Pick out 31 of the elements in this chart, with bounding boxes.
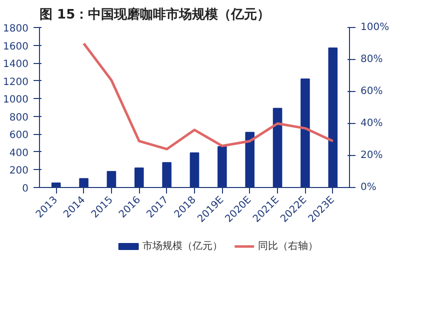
bar: [134, 167, 144, 188]
y-tick-label: 0: [22, 184, 29, 194]
y-tick-label: 1400: [3, 59, 29, 70]
bar: [328, 47, 338, 188]
y-tick-label: 1000: [3, 94, 29, 106]
bar: [245, 132, 255, 188]
bar: [300, 78, 310, 188]
y2-tick-label: 100%: [360, 22, 390, 33]
y2-tick-label: 80%: [360, 54, 383, 65]
y2-tick-label: 20%: [360, 150, 383, 161]
bar: [162, 162, 172, 188]
bar: [51, 182, 61, 188]
y-tick-label: 600: [9, 130, 29, 142]
bar: [106, 171, 116, 188]
y-tick-label: 200: [9, 166, 29, 177]
y-tick-label: 800: [9, 112, 29, 124]
y-tick-label: 400: [9, 148, 29, 159]
y2-tick-label: 40%: [360, 118, 383, 129]
y2-tick-label: 0%: [360, 182, 376, 193]
bar: [79, 178, 88, 188]
line-series: [82, 42, 334, 150]
bar: [190, 152, 200, 188]
legend-label: 市场规模（亿元）: [142, 240, 222, 252]
y2-tick-label: 60%: [360, 86, 383, 97]
chart-title: 图 15：中国现磨咖啡市场规模（亿元）: [40, 6, 270, 22]
y-tick-label: 1600: [3, 41, 29, 52]
y-tick-label: 1200: [3, 76, 29, 88]
legend-label: 同比（右轴）: [258, 240, 318, 252]
y-tick-label: 1800: [3, 24, 29, 34]
bar: [272, 108, 282, 188]
bar: [218, 146, 227, 188]
